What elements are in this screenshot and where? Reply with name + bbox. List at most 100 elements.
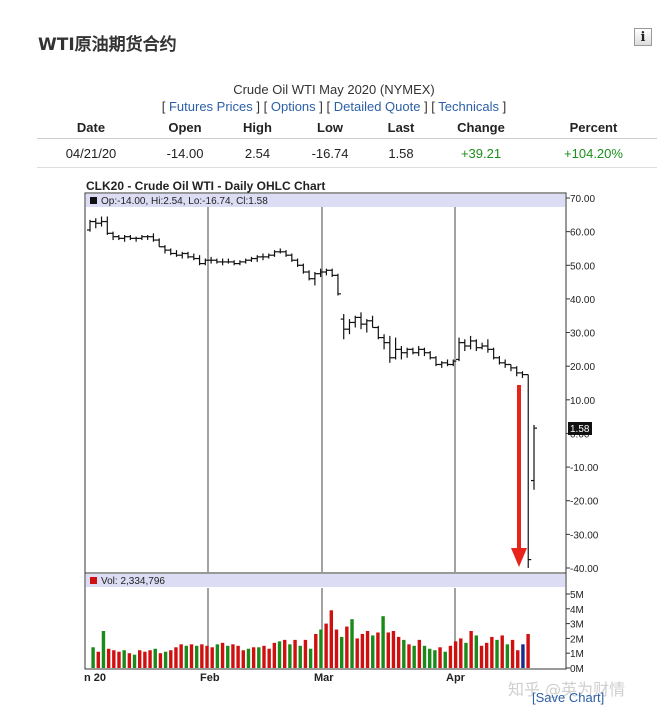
x-axis-label: Apr: [446, 672, 466, 684]
save-chart-link[interactable]: Save Chart: [535, 690, 601, 705]
volume-bar: [96, 651, 100, 668]
ohlc-bar: [502, 359, 509, 368]
ohlc-bar: [156, 238, 163, 248]
volume-bar: [262, 645, 266, 668]
volume-bar: [443, 651, 447, 668]
ohlc-bar: [173, 250, 180, 257]
volume-bar: [355, 638, 359, 668]
ohlc-bar: [208, 256, 215, 264]
ohlc-bar: [104, 216, 111, 235]
cell-percent: +104.20%: [530, 138, 657, 168]
ohlc-bar: [144, 235, 151, 241]
ohlc-bar: [369, 315, 376, 329]
volume-bar: [272, 642, 277, 668]
ohlc-bar: [421, 347, 428, 357]
volume-bar: [231, 644, 235, 668]
ohlc-bar: [531, 424, 537, 490]
ohlc-bar: [167, 248, 174, 256]
ohlc-bars: [87, 216, 537, 568]
last-price-tag: [568, 422, 592, 435]
ohlc-bar: [133, 236, 140, 242]
volume-bar: [226, 645, 230, 668]
ohlc-bar: [519, 371, 526, 378]
volume-bar: [210, 647, 214, 668]
ohlc-bar: [185, 251, 192, 259]
price-tick-label: 30.00: [570, 329, 595, 340]
ohlc-bar: [415, 346, 422, 357]
volume-bar: [391, 631, 396, 668]
volume-bar: [246, 648, 251, 668]
price-gridlines: [207, 207, 456, 572]
header-percent: Percent: [530, 116, 657, 139]
quote-table: Date Open High Low Last Change Percent 0…: [37, 116, 657, 168]
ohlc-bar: [98, 216, 105, 227]
ohlc-bar: [444, 359, 451, 367]
ohlc-bar: [202, 258, 209, 266]
volume-bar: [334, 629, 339, 668]
volume-bar: [106, 648, 111, 668]
watermark: 知乎 @英为财情: [508, 680, 626, 699]
volume-bar: [495, 639, 499, 668]
volume-bar: [143, 651, 147, 668]
cell-open: -14.00: [145, 138, 225, 168]
volume-bar: [293, 639, 297, 668]
header-low: Low: [290, 116, 370, 139]
ohlc-bar: [231, 260, 238, 266]
volume-bar: [298, 645, 302, 668]
price-tick-label: 70.00: [570, 194, 595, 205]
volume-bar: [314, 633, 318, 668]
volume-bar: [308, 648, 313, 668]
ohlc-bar: [427, 351, 434, 360]
volume-bar: [484, 642, 489, 668]
volume-bar: [350, 619, 354, 668]
volume-bar: [91, 647, 95, 668]
ohlc-bar: [496, 356, 503, 365]
volume-bar: [153, 648, 157, 668]
ohlc-bar: [265, 253, 272, 259]
ohlc-bar: [507, 363, 514, 372]
price-legend-bg: [86, 194, 565, 207]
ohlc-bar: [150, 233, 157, 242]
quote-links: [ Futures Prices ] [ Options ] [ Detaile…: [161, 99, 507, 114]
volume-bar: [422, 645, 427, 668]
volume-bar: [101, 631, 106, 668]
futures-prices-link[interactable]: Futures Prices: [168, 99, 253, 114]
volume-bar: [205, 645, 209, 668]
ohlc-bar: [490, 347, 497, 360]
ohlc-bar: [311, 272, 318, 286]
volume-bar: [417, 639, 422, 668]
ohlc-bar: [294, 258, 301, 267]
volume-legend-text: Vol: 2,334,796: [101, 576, 165, 587]
options-link[interactable]: Options: [270, 99, 316, 114]
volume-bar: [402, 639, 406, 668]
info-icon[interactable]: i: [634, 28, 652, 46]
x-axis-label: n 20: [84, 672, 106, 684]
ohlc-bar: [525, 373, 532, 568]
ohlc-bar: [213, 258, 220, 264]
ohlc-bar: [358, 312, 365, 330]
volume-bar: [516, 650, 520, 668]
volume-bar: [283, 639, 287, 668]
ohlc-bar: [473, 339, 480, 352]
volume-bar: [241, 650, 245, 668]
volume-bar: [329, 610, 334, 668]
ohlc-bar: [283, 250, 290, 257]
price-legend-swatch: [90, 197, 97, 204]
ohlc-bar: [300, 263, 307, 274]
volume-bar: [360, 633, 365, 668]
volume-bar: [365, 631, 370, 668]
ohlc-bar: [288, 253, 295, 262]
volume-tick-label: 2M: [570, 634, 584, 645]
price-tick-label: -40.00: [570, 564, 599, 575]
ohlc-bar: [340, 314, 347, 340]
volume-bar: [138, 650, 142, 668]
technicals-link[interactable]: Technicals: [438, 99, 499, 114]
cell-change: +39.21: [432, 138, 530, 168]
volume-bar: [174, 647, 178, 668]
price-tick-label: -10.00: [570, 463, 599, 474]
ohlc-bar: [254, 255, 261, 262]
ohlc-chart: CLK20 - Crude Oil WTI - Daily OHLC Chart…: [84, 179, 599, 684]
volume-tick-label: 3M: [570, 620, 584, 631]
quote-header-row: Date Open High Low Last Change Percent: [37, 116, 657, 139]
detailed-quote-link[interactable]: Detailed Quote: [333, 99, 421, 114]
